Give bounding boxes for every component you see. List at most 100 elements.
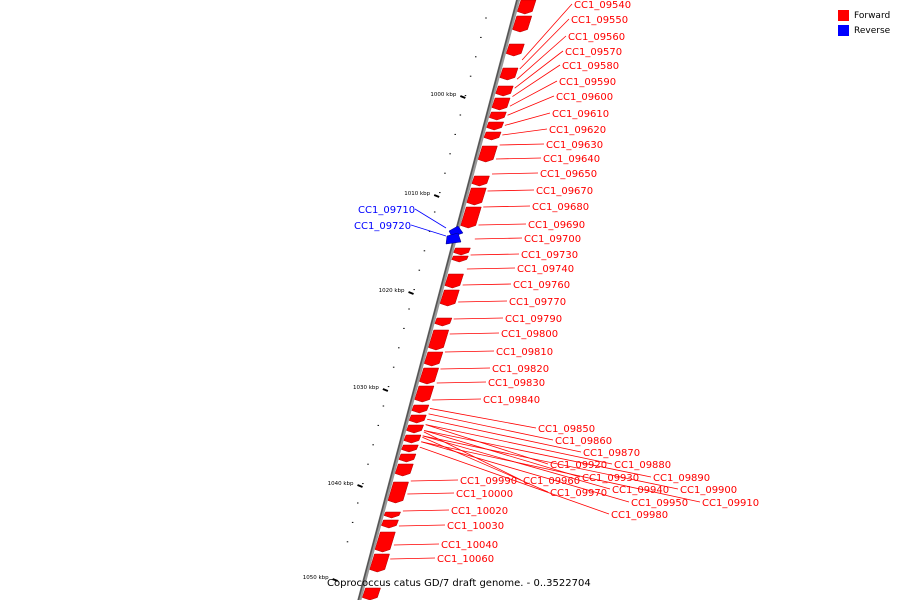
gene-label: CC1_09960 (523, 476, 580, 487)
gene-label: CC1_10020 (451, 506, 508, 517)
leader-line (499, 143, 545, 146)
gene-feature (512, 15, 533, 33)
gene-feature (411, 404, 430, 414)
leader-line (419, 446, 610, 515)
gene-label: CC1_09580 (562, 61, 619, 72)
leader-line (521, 3, 573, 61)
leader-line (487, 189, 535, 192)
leader-line (425, 424, 549, 465)
legend-item-reverse: Reverse (838, 23, 900, 38)
major-tick (332, 578, 339, 582)
gene-label: CC1_09730 (521, 250, 578, 261)
gene-feature-reverse (445, 232, 462, 245)
gene-feature (516, 0, 537, 15)
leader-line (390, 557, 436, 560)
leader-line (512, 64, 561, 97)
gene-label: CC1_09620 (549, 125, 606, 136)
leader-line (474, 237, 523, 240)
leader-line (470, 253, 520, 256)
gene-feature (394, 463, 414, 477)
gene-feature (406, 424, 424, 434)
gene-feature (444, 273, 464, 289)
gene-label: CC1_09790 (505, 314, 562, 325)
leader-line (410, 224, 447, 237)
major-tick (459, 95, 466, 99)
gene-feature (486, 121, 505, 131)
gene-feature (383, 511, 402, 519)
leader-line (424, 430, 581, 478)
leader-line (393, 543, 440, 546)
gene-label: CC1_10060 (437, 554, 494, 565)
gene-label: CC1_09720 (354, 221, 411, 232)
genome-backbone (357, 0, 521, 600)
gene-feature (414, 385, 435, 403)
leader-line (402, 509, 450, 512)
gene-feature (495, 85, 514, 97)
gene-label: CC1_09950 (631, 498, 688, 509)
gene-label: CC1_09940 (612, 485, 669, 496)
gene-label: CC1_09610 (552, 109, 609, 120)
gene-label: CC1_09970 (550, 488, 607, 499)
leader-line (422, 436, 549, 493)
gene-label: CC1_09810 (496, 347, 553, 358)
leader-line (507, 95, 555, 116)
backbone-line (357, 0, 518, 600)
gene-label: CC1_10000 (456, 489, 513, 500)
gene-feature (483, 131, 502, 141)
leader-line (425, 424, 613, 465)
gene-label: CC1_09700 (524, 234, 581, 245)
gene-label: CC1_09880 (614, 460, 671, 471)
scale-ticks: 1000 kbp 1010 kbp 1020 kbp 1030 kbp 1040 kbp… (303, 17, 487, 582)
leader-line (423, 431, 522, 481)
gene-feature (369, 553, 390, 573)
leader-line (432, 398, 482, 401)
gene-label: CC1_09800 (501, 329, 558, 340)
label-leader-lines (390, 3, 701, 560)
gene-label: CC1_09900 (680, 485, 737, 496)
leader-line (478, 223, 527, 226)
gene-features (362, 0, 537, 600)
leader-line (504, 112, 551, 126)
gene-label: CC1_09590 (559, 77, 616, 88)
leader-line (453, 317, 504, 320)
leader-line (440, 367, 491, 370)
gene-label: CC1_09910 (702, 498, 759, 509)
gene-feature (403, 434, 422, 444)
scale-label: 1030 kbp (353, 385, 379, 391)
leader-line (502, 128, 548, 136)
leader-line (483, 205, 531, 208)
gene-feature (408, 414, 427, 424)
legend: Forward Reverse (838, 8, 900, 38)
leader-line (422, 435, 611, 490)
leader-line (429, 408, 537, 429)
gene-label: CC1_09600 (556, 92, 613, 103)
gene-feature (505, 43, 525, 57)
gene-label: CC1_09550 (571, 15, 628, 26)
gene-feature (439, 289, 460, 307)
gene-feature (401, 444, 419, 453)
legend-label: Reverse (854, 25, 891, 36)
gene-label: CC1_09740 (517, 264, 574, 275)
leader-line (414, 208, 447, 229)
leader-line (421, 441, 701, 503)
gene-label: CC1_09570 (565, 47, 622, 58)
gene-feature (381, 519, 399, 529)
legend-item-forward: Forward (838, 8, 900, 23)
leader-line (436, 381, 487, 384)
gene-label: CC1_09820 (492, 364, 549, 375)
gene-feature (423, 351, 444, 367)
leader-line (398, 524, 446, 527)
gene-feature (491, 97, 511, 111)
leader-line (422, 435, 679, 490)
leader-line (491, 172, 539, 175)
leader-line (449, 332, 500, 335)
leader-line (410, 479, 459, 482)
gene-label: CC1_09850 (538, 424, 595, 435)
major-tick (382, 388, 389, 392)
gene-label: CC1_09980 (611, 510, 668, 521)
gene-label: CC1_09840 (483, 395, 540, 406)
gene-feature (451, 255, 469, 263)
scale-label: 1000 kbp (430, 92, 456, 98)
leader-line (444, 350, 495, 353)
